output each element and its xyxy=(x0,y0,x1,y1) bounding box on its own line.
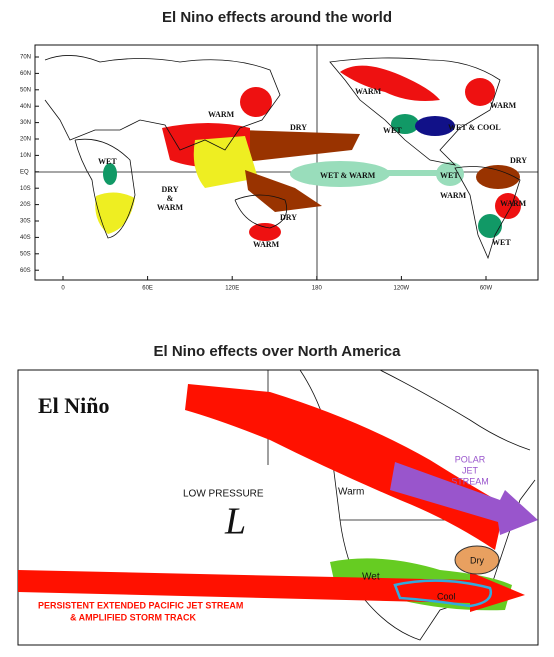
title: El Nino effects around the world xyxy=(162,9,392,26)
label: Dry xyxy=(470,555,484,565)
map-label: WET xyxy=(98,157,117,166)
coastline xyxy=(234,194,288,229)
map-label: DRY xyxy=(161,185,178,194)
lon-label: 60E xyxy=(142,286,153,292)
map-label: WET xyxy=(383,126,402,135)
lon-axis: 0 60E 120E 180 120W 60W xyxy=(61,276,493,292)
map-label: WET & COOL xyxy=(448,123,501,132)
region xyxy=(391,114,419,134)
map-label: DRY xyxy=(510,156,527,165)
label: STREAM xyxy=(451,476,489,486)
map-label: WET xyxy=(440,171,459,180)
lon-label: 60W xyxy=(480,286,493,292)
map-labels: WARM WARM WET WET & COOL WARM DRY WET & WARM WE… xyxy=(98,87,527,249)
map-label: WARM xyxy=(490,101,517,110)
pacific-jet-arrow xyxy=(18,570,525,612)
label: POLAR xyxy=(455,454,486,464)
coastline xyxy=(329,57,501,166)
heading: El Niño xyxy=(38,393,110,418)
region xyxy=(193,136,258,188)
polar-jet-arrow xyxy=(390,462,538,535)
map-label: WARM xyxy=(253,240,280,249)
lat-label: 30S xyxy=(20,219,31,225)
lat-label: 10S xyxy=(20,186,31,192)
map-label: WET xyxy=(492,238,511,247)
coastline xyxy=(454,166,521,260)
region xyxy=(415,116,455,136)
lat-label: EQ xyxy=(20,169,29,175)
region xyxy=(465,78,495,106)
region xyxy=(495,193,521,219)
lat-label: 20S xyxy=(20,202,31,208)
region xyxy=(340,65,440,101)
lat-label: 50S xyxy=(20,251,31,257)
label: JET xyxy=(462,465,479,475)
lon-label: 0 xyxy=(61,286,65,292)
region xyxy=(245,170,322,212)
lat-label: 10N xyxy=(20,153,31,159)
low-symbol: L xyxy=(224,501,246,543)
map-label: WARM xyxy=(440,191,467,200)
label: Wet xyxy=(362,572,380,583)
map-label: & xyxy=(167,194,174,203)
map-label: WARM xyxy=(208,110,235,119)
map-label: WARM xyxy=(355,87,382,96)
label: Warm xyxy=(338,487,364,498)
region xyxy=(103,163,117,185)
label: PERSISTENT EXTENDED PACIFIC JET STREAM xyxy=(38,600,243,610)
north-america-map: El Niño LOW PRESSURE L Warm POLAR JET ST… xyxy=(17,369,539,646)
region xyxy=(240,130,360,162)
lon-label: 120W xyxy=(394,286,410,292)
lat-label: 40S xyxy=(20,235,31,241)
lat-label: 40N xyxy=(20,104,31,110)
world-map: 70N 60N 50N 40N 30N 20N 10N EQ 10S 20S 30S 40S 50S 60… xyxy=(20,44,539,292)
label: & AMPLIFIED STORM TRACK xyxy=(70,612,196,622)
region xyxy=(478,214,502,238)
label: Cool xyxy=(437,591,456,601)
region xyxy=(95,192,135,234)
label: LOW PRESSURE xyxy=(183,489,264,500)
lat-label: 70N xyxy=(20,55,31,61)
lat-label: 50N xyxy=(20,87,31,93)
warm-band xyxy=(185,384,505,550)
region xyxy=(290,161,390,187)
lon-label: 120E xyxy=(225,286,239,292)
map-label: DRY xyxy=(280,213,297,222)
region xyxy=(240,87,272,117)
lat-label: 60S xyxy=(20,268,31,274)
coastline xyxy=(44,55,281,151)
lat-axis: 70N 60N 50N 40N 30N 20N 10N EQ 10S 20S 30S 40S 50S 60… xyxy=(20,55,39,274)
lon-label: 180 xyxy=(312,286,323,292)
map-label: DRY xyxy=(290,123,307,132)
cool-region xyxy=(393,579,493,608)
lat-label: 30N xyxy=(20,120,31,126)
map-label: WARM xyxy=(157,203,184,212)
map-label: WET & WARM xyxy=(320,171,376,180)
map-label: WARM xyxy=(500,199,527,208)
region xyxy=(375,170,445,176)
subtitle: El Nino effects over North America xyxy=(153,343,401,360)
dry-region xyxy=(454,545,500,575)
coastline xyxy=(74,138,136,239)
lat-label: 60N xyxy=(20,71,31,77)
lat-label: 20N xyxy=(20,137,31,143)
map-frame xyxy=(34,44,539,281)
region xyxy=(249,223,281,241)
region xyxy=(476,165,520,189)
